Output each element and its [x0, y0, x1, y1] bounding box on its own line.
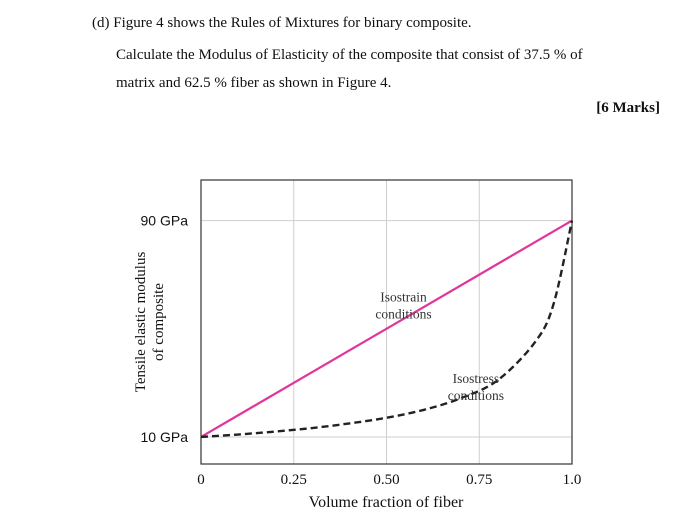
question-line-2: Calculate the Modulus of Elasticity of t… — [116, 47, 583, 63]
plot-frame — [200, 179, 573, 465]
series-line-isostress — [200, 220, 574, 439]
series-annotation-isostress: Isostress — [453, 371, 500, 386]
grid — [201, 180, 572, 464]
x-tick-label: 0.75 — [466, 472, 492, 488]
x-axis-label: Volume fraction of fiber — [309, 494, 464, 511]
x-tick-label: 0.50 — [373, 472, 399, 488]
x-tick-label: 0 — [197, 472, 205, 488]
series-annotation-isostress: conditions — [448, 388, 504, 403]
series-annotations: Isostrain conditions Isostress conditions — [375, 290, 504, 403]
x-tick-label: 1.0 — [563, 472, 582, 488]
tick-labels: 0 0.25 0.50 0.75 1.0 10 GPa 90 GPa — [141, 213, 582, 488]
series-annotation-isostrain: conditions — [375, 307, 431, 322]
y-axis-label-line-2: of composite — [151, 283, 167, 361]
marks-label: [6 Marks] — [596, 100, 660, 116]
y-tick-label: 10 GPa — [141, 429, 189, 445]
series-annotation-isostrain: Isostrain — [380, 290, 427, 305]
question-line-3: matrix and 62.5 % fiber as shown in Figu… — [116, 75, 392, 91]
x-tick-label: 0.25 — [281, 472, 307, 488]
y-axis-label-line-1: Tensile elastic modulus — [133, 252, 149, 393]
y-tick-label: 90 GPa — [141, 213, 189, 229]
series-line-isostrain — [200, 219, 573, 438]
series-layer — [200, 219, 574, 439]
question-line-1: (d) Figure 4 shows the Rules of Mixtures… — [92, 15, 472, 31]
